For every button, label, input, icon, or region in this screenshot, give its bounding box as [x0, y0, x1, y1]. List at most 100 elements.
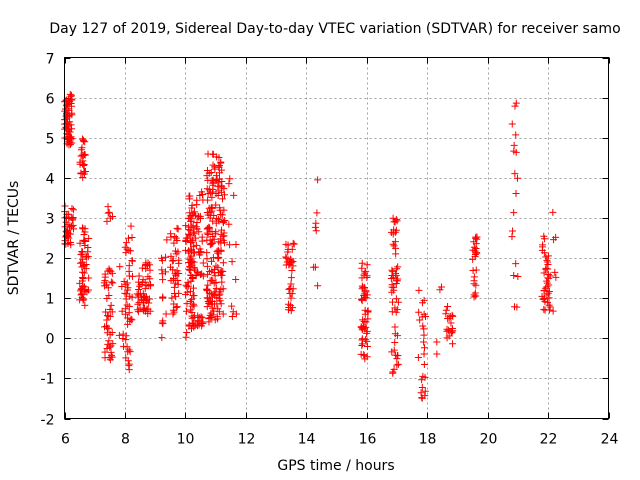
data-point [125, 366, 133, 374]
data-point [127, 247, 135, 255]
data-point [125, 262, 133, 270]
data-point [199, 259, 207, 267]
data-point [313, 209, 321, 217]
data-point [162, 253, 170, 261]
x-tick-label: 12 [238, 432, 256, 448]
data-point [188, 302, 196, 310]
data-point [207, 257, 215, 265]
data-point [162, 268, 170, 276]
data-point [80, 295, 88, 303]
data-point [540, 269, 548, 277]
data-point [163, 236, 171, 244]
data-point [219, 195, 227, 203]
data-point [172, 247, 180, 255]
data-point [544, 270, 552, 278]
data-point [391, 218, 399, 226]
data-point [444, 302, 452, 310]
data-point [215, 187, 223, 195]
data-point [363, 353, 371, 361]
data-point [194, 269, 202, 277]
data-point [134, 308, 142, 316]
data-point [82, 252, 90, 260]
data-point [195, 213, 203, 221]
data-point [128, 256, 136, 264]
data-point [118, 283, 126, 291]
data-point [393, 355, 401, 363]
data-point [123, 301, 131, 309]
data-point [208, 313, 216, 321]
data-point [65, 128, 73, 136]
data-point [289, 239, 297, 247]
data-point [389, 369, 397, 377]
data-point [540, 295, 548, 303]
data-point [171, 289, 179, 297]
data-point [158, 257, 166, 265]
data-point [80, 162, 88, 170]
data-point [120, 278, 128, 286]
data-point [215, 308, 223, 316]
data-point [139, 299, 147, 307]
data-point [145, 295, 153, 303]
data-point [193, 321, 201, 329]
data-point [169, 275, 177, 283]
data-point [208, 188, 216, 196]
data-point [183, 300, 191, 308]
data-point [285, 306, 293, 314]
data-point [79, 274, 87, 282]
data-point [449, 340, 457, 348]
data-point [78, 144, 86, 152]
data-point [106, 331, 114, 339]
data-point [169, 256, 177, 264]
data-point [288, 290, 296, 298]
data-point [358, 341, 366, 349]
data-point [312, 227, 320, 235]
data-point [208, 240, 216, 248]
data-point [66, 97, 74, 105]
data-point [105, 324, 113, 332]
data-point [216, 169, 224, 177]
data-point [314, 282, 322, 290]
data-point [363, 261, 371, 269]
data-point [182, 236, 190, 244]
data-point [421, 373, 429, 381]
data-point [211, 272, 219, 280]
data-point [284, 245, 292, 253]
data-point [125, 309, 133, 317]
data-point [108, 308, 116, 316]
data-point [122, 239, 130, 247]
data-point [364, 315, 372, 323]
data-point [388, 308, 396, 316]
data-point [85, 286, 93, 294]
data-point [360, 317, 368, 325]
data-point [417, 389, 425, 397]
data-point [172, 293, 180, 301]
data-point [102, 308, 110, 316]
data-point [391, 323, 399, 331]
data-point [81, 151, 89, 159]
data-point [68, 204, 76, 212]
data-point [470, 273, 478, 281]
data-point [509, 227, 517, 235]
data-point [445, 314, 453, 322]
data-point [361, 294, 369, 302]
data-point [209, 254, 217, 262]
data-point [121, 289, 129, 297]
data-point [69, 214, 77, 222]
data-point [539, 295, 547, 303]
data-point [78, 258, 86, 266]
data-point [552, 273, 560, 281]
data-point [225, 220, 233, 228]
data-point [76, 239, 84, 247]
data-point [105, 208, 113, 216]
data-point [472, 234, 480, 242]
data-point [186, 227, 194, 235]
data-point [208, 176, 216, 184]
data-point [391, 238, 399, 246]
data-point [210, 211, 218, 219]
data-point [81, 301, 89, 309]
data-point [203, 236, 211, 244]
data-point [215, 217, 223, 225]
data-point [287, 258, 295, 266]
data-point [205, 318, 213, 326]
data-point [128, 233, 136, 241]
